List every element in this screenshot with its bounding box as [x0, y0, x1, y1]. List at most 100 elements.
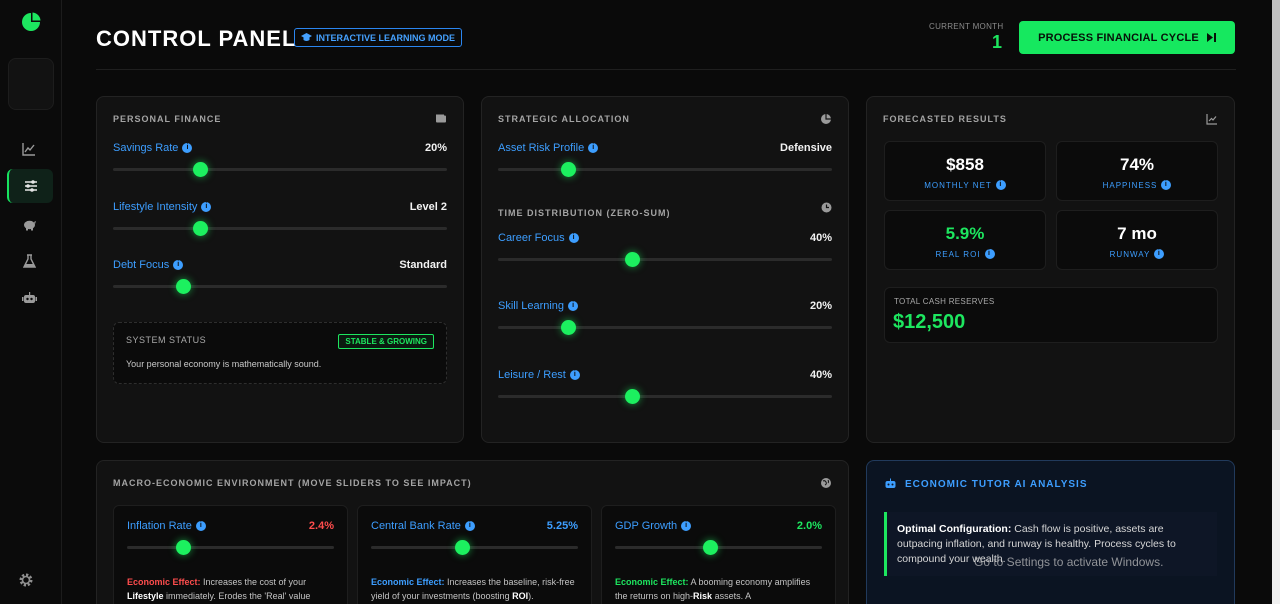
runway-text: RUNWAY: [1109, 249, 1151, 259]
central-bank-slider[interactable]: [371, 540, 578, 555]
slider-thumb[interactable]: [175, 540, 191, 555]
system-status-title: SYSTEM STATUS: [126, 335, 207, 345]
leisure-rest-label: Leisure / Rest i: [498, 369, 580, 381]
inflation-label: Inflation Rate i: [127, 520, 206, 532]
nav-item-savings[interactable]: [0, 209, 58, 239]
info-icon[interactable]: i: [568, 301, 579, 311]
skill-learning-label: Skill Learning i: [498, 300, 579, 312]
central-bank-effect: Economic Effect: Increases the baseline,…: [371, 575, 581, 603]
central-bank-value: 5.25%: [546, 520, 578, 532]
info-icon[interactable]: i: [195, 521, 206, 531]
slider-thumb[interactable]: [176, 279, 192, 294]
economic-tutor-panel: ECONOMIC TUTOR AI ANALYSIS Optimal Confi…: [866, 460, 1235, 604]
wallet-icon: [436, 114, 446, 123]
sidebar-profile-slot[interactable]: [8, 58, 54, 110]
asset-risk-slider[interactable]: [498, 162, 832, 177]
debt-focus-control: Debt Focus i Standard: [113, 259, 447, 307]
activate-windows-watermark: Go to Settings to activate Windows.: [974, 555, 1164, 569]
info-icon[interactable]: i: [569, 370, 580, 380]
page-header: CONTROL PANEL INTERACTIVE LEARNING MODE …: [96, 20, 1236, 70]
nav-item-lab[interactable]: [0, 246, 58, 276]
settings-gear-icon[interactable]: [18, 572, 34, 588]
slider-thumb[interactable]: [561, 162, 577, 177]
lifestyle-intensity-value: Level 2: [409, 201, 447, 213]
learning-mode-badge[interactable]: INTERACTIVE LEARNING MODE: [294, 28, 463, 47]
info-icon[interactable]: i: [201, 202, 212, 212]
inflation-slider[interactable]: [127, 540, 334, 555]
slider-thumb[interactable]: [703, 540, 719, 555]
leisure-rest-slider[interactable]: [498, 389, 832, 404]
info-icon[interactable]: i: [173, 260, 184, 270]
total-cash-reserves-value: $12,500: [893, 311, 966, 333]
gdp-growth-value: 2.0%: [796, 520, 822, 532]
slider-thumb[interactable]: [624, 389, 640, 404]
gdp-growth-slider[interactable]: [615, 540, 822, 555]
nav-item-analytics[interactable]: [0, 134, 58, 164]
asset-risk-control: Asset Risk Profile i Defensive: [498, 142, 832, 190]
info-icon[interactable]: i: [1154, 249, 1165, 259]
pie-chart-logo-icon: [22, 12, 41, 31]
forecasted-results-panel: FORECASTED RESULTS $858 MONTHLY NET i 74%…: [866, 96, 1235, 443]
skill-learning-control: Skill Learning i 20%: [498, 300, 832, 348]
info-icon[interactable]: i: [568, 233, 579, 243]
savings-rate-slider[interactable]: [113, 162, 447, 177]
monthly-net-text: MONTHLY NET: [924, 180, 992, 190]
savings-rate-label: Savings Rate i: [113, 142, 193, 154]
strategic-allocation-panel: STRATEGIC ALLOCATION Asset Risk Profile i…: [481, 96, 849, 443]
trend-chart-icon: [1206, 114, 1217, 125]
scrollbar-thumb[interactable]: [1272, 0, 1280, 430]
nav-item-bot[interactable]: [0, 283, 58, 313]
skill-learning-value: 20%: [809, 300, 832, 312]
slider-thumb[interactable]: [561, 320, 577, 335]
slider-thumb[interactable]: [455, 540, 471, 555]
tutor-bold-text: Optimal Configuration:: [897, 523, 1012, 535]
career-focus-slider[interactable]: [498, 252, 832, 267]
info-icon[interactable]: i: [995, 180, 1006, 190]
sidebar: [0, 0, 62, 604]
debt-focus-label: Debt Focus i: [113, 259, 184, 271]
effect-keyword: Lifestyle: [127, 591, 164, 601]
total-cash-reserves-card: TOTAL CASH RESERVES $12,500: [884, 287, 1218, 343]
process-financial-cycle-button[interactable]: PROCESS FINANCIAL CYCLE: [1019, 21, 1235, 54]
career-focus-label: Career Focus i: [498, 232, 579, 244]
pie-chart-icon: [821, 114, 831, 124]
monthly-net-card: $858 MONTHLY NET i: [884, 141, 1046, 201]
robot-icon: [885, 478, 896, 488]
info-icon[interactable]: i: [588, 143, 599, 153]
slider-thumb[interactable]: [624, 252, 640, 267]
monthly-net-label: MONTHLY NET i: [885, 180, 1045, 190]
info-icon[interactable]: i: [984, 249, 995, 259]
gdp-growth-label: GDP Growth i: [615, 520, 692, 532]
info-icon[interactable]: i: [681, 521, 692, 531]
central-bank-text: Central Bank Rate: [371, 520, 461, 532]
gdp-growth-effect: Economic Effect: A booming economy ampli…: [615, 575, 825, 603]
time-distribution-header: TIME DISTRIBUTION (ZERO-SUM): [498, 202, 832, 221]
effect-text: immediately. Erodes the 'Real' value: [163, 591, 311, 601]
slider-thumb[interactable]: [192, 221, 208, 236]
gdp-growth-text: GDP Growth: [615, 520, 678, 532]
real-roi-text: REAL ROI: [935, 249, 981, 259]
debt-focus-slider[interactable]: [113, 279, 447, 294]
info-icon[interactable]: i: [182, 143, 193, 153]
sliders-icon: [25, 180, 37, 192]
globe-icon: [821, 478, 831, 488]
debt-focus-value: Standard: [399, 259, 447, 271]
real-roi-card: 5.9% REAL ROI i: [884, 210, 1046, 270]
runway-card: 7 mo RUNWAY i: [1056, 210, 1218, 270]
skill-learning-slider[interactable]: [498, 320, 832, 335]
time-distribution-title: TIME DISTRIBUTION (ZERO-SUM): [498, 208, 671, 218]
slider-thumb[interactable]: [192, 162, 208, 177]
real-roi-label: REAL ROI i: [885, 249, 1045, 259]
total-cash-reserves-label: TOTAL CASH RESERVES: [894, 297, 995, 306]
nav-item-controls[interactable]: [7, 169, 53, 203]
debt-focus-text: Debt Focus: [113, 259, 170, 271]
happiness-label: HAPPINESS i: [1057, 180, 1217, 190]
flask-icon: [22, 254, 36, 268]
info-icon[interactable]: i: [464, 521, 475, 531]
process-button-label: PROCESS FINANCIAL CYCLE: [1038, 31, 1199, 44]
lifestyle-intensity-slider[interactable]: [113, 221, 447, 236]
graduation-cap-icon: [301, 33, 312, 41]
info-icon[interactable]: i: [1161, 180, 1172, 190]
page-scrollbar[interactable]: [1272, 0, 1280, 604]
asset-risk-label: Asset Risk Profile i: [498, 142, 599, 154]
